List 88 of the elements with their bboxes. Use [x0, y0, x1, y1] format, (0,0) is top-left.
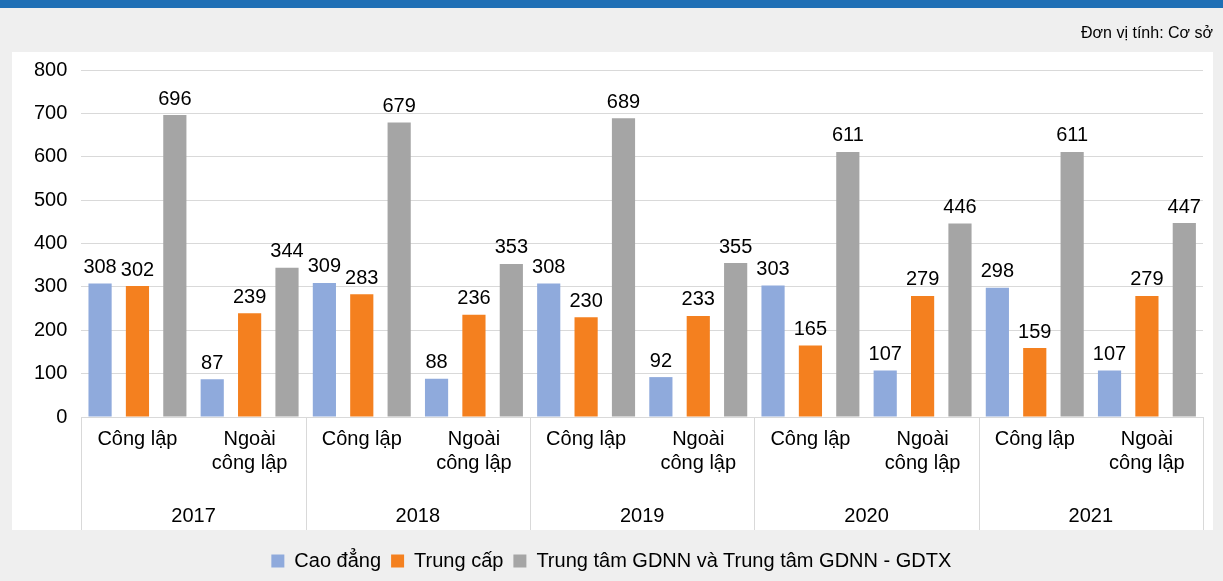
data-label: 302 — [120, 257, 155, 280]
data-label: 159 — [1018, 319, 1052, 342]
bar — [88, 283, 112, 417]
x-tick-label: Ngoài công lập — [436, 426, 512, 473]
data-label: 230 — [569, 288, 603, 311]
bar — [724, 263, 748, 417]
bar — [649, 377, 673, 417]
bar — [499, 263, 523, 417]
text: 2018 — [395, 503, 441, 526]
data-label: 447 — [1167, 194, 1201, 217]
legend-label: Trung tâm GDNN và Trung tâm GDNN - GDTX — [536, 548, 952, 571]
text: 2020 — [844, 503, 889, 526]
data-label: 308 — [83, 254, 117, 277]
y-tick-label: 800 — [33, 57, 68, 80]
data-label: 309 — [307, 254, 342, 277]
x-tick-label: Công lập — [994, 426, 1075, 449]
y-tick-label: 600 — [33, 144, 68, 167]
x-tick-label: Ngoài công lập — [1109, 426, 1185, 473]
text: 2019 — [619, 503, 665, 526]
data-label: 107 — [1092, 342, 1127, 365]
data-label: 353 — [494, 235, 529, 258]
y-tick-label: 200 — [33, 317, 68, 340]
text: 2017 — [171, 503, 216, 526]
bar — [836, 151, 860, 417]
data-label: 165 — [793, 316, 828, 339]
bar — [163, 115, 187, 417]
data-label: 303 — [756, 257, 790, 280]
bar — [312, 282, 336, 417]
y-tick-label: 700 — [33, 100, 68, 123]
data-label: 308 — [532, 254, 566, 277]
bar — [948, 223, 972, 417]
x-tick-label: Công lập — [770, 426, 851, 449]
bar — [238, 313, 262, 417]
bar — [761, 285, 785, 417]
bar — [1023, 348, 1047, 417]
y-tick-label: 0 — [56, 404, 68, 427]
text: Đơn vị tính: Cơ sở — [1081, 24, 1213, 42]
legend-label: Cao đẳng — [294, 547, 382, 571]
data-label: 355 — [718, 234, 753, 257]
x-tick-label: Ngoài công lập — [884, 426, 961, 473]
y-tick-label: 100 — [33, 361, 68, 384]
data-label: 107 — [868, 342, 902, 365]
data-label: 446 — [943, 195, 977, 218]
x-tick-label: Công lập — [97, 426, 178, 449]
data-label: 88 — [425, 350, 448, 373]
legend-label: Trung cấp — [414, 548, 504, 571]
data-label: 689 — [606, 89, 641, 112]
bar — [873, 370, 897, 417]
x-tick-label: Ngoài công lập — [211, 426, 288, 473]
bar — [350, 294, 374, 417]
data-label: 611 — [831, 123, 864, 146]
bar — [275, 267, 299, 417]
data-label: 298 — [980, 259, 1015, 282]
data-label: 696 — [158, 86, 192, 109]
bar — [125, 286, 150, 417]
data-label: 92 — [649, 348, 672, 371]
data-label: 611 — [1056, 123, 1089, 146]
y-tick-label: 500 — [33, 187, 68, 210]
y-tick-label: 300 — [33, 274, 68, 297]
bar — [424, 378, 449, 417]
data-label: 239 — [232, 284, 267, 307]
data-label: 344 — [270, 239, 304, 262]
bar — [1097, 370, 1122, 417]
bar — [1060, 151, 1084, 417]
x-tick-label: Công lập — [546, 426, 627, 449]
bar — [1135, 295, 1159, 417]
bar — [686, 315, 710, 417]
data-label: 279 — [905, 267, 940, 290]
data-label: 87 — [201, 350, 224, 373]
bar — [462, 314, 486, 417]
bar — [1172, 223, 1196, 417]
data-label: 679 — [382, 94, 416, 116]
data-label: 279 — [1130, 267, 1164, 290]
bar — [611, 118, 636, 417]
data-label: 233 — [681, 287, 715, 310]
bar — [387, 122, 411, 417]
bar — [574, 317, 598, 417]
x-tick-label: Ngoài công lập — [660, 426, 737, 473]
x-tick-label: Công lập — [321, 426, 402, 449]
bar — [798, 345, 823, 417]
data-label: 236 — [457, 286, 491, 309]
text: 2021 — [1068, 503, 1114, 526]
data-label: 283 — [345, 265, 379, 288]
y-tick-label: 400 — [33, 231, 68, 254]
bar — [911, 295, 935, 417]
bar — [985, 287, 1009, 417]
bar — [200, 379, 224, 417]
bar — [537, 283, 561, 417]
